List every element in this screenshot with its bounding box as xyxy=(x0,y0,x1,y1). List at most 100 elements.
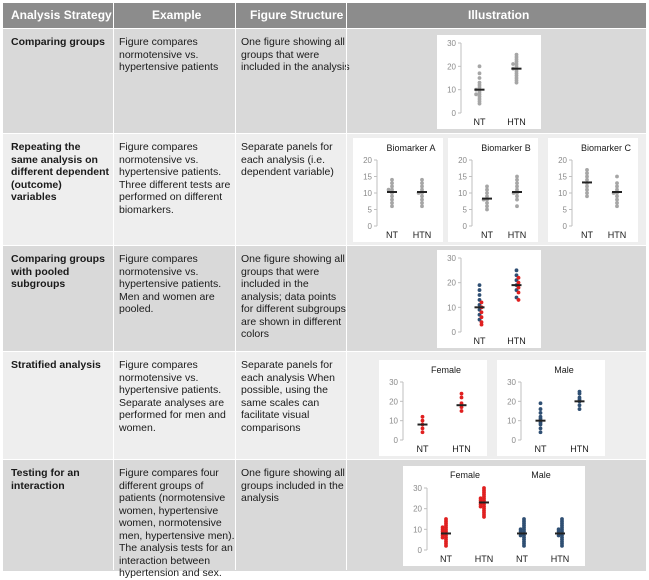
data-point xyxy=(514,268,519,273)
y-tick-label: 20 xyxy=(558,156,567,165)
y-tick-label: 5 xyxy=(368,206,373,215)
x-category-label: HTN xyxy=(413,230,432,240)
data-point xyxy=(390,177,394,182)
data-point xyxy=(615,201,619,205)
y-tick-label: 0 xyxy=(512,436,517,445)
data-point xyxy=(516,275,521,280)
y-tick-label: 20 xyxy=(447,62,456,71)
y-tick-label: 0 xyxy=(394,436,399,445)
y-tick-label: 10 xyxy=(447,303,456,312)
y-tick-label: 10 xyxy=(363,189,372,198)
y-tick-label: 30 xyxy=(447,39,456,48)
data-point xyxy=(585,187,589,192)
chart-subtitle: Female xyxy=(450,470,480,480)
data-point xyxy=(420,201,424,205)
column-divider xyxy=(346,3,347,570)
x-category-label: NT xyxy=(535,444,547,454)
data-point xyxy=(459,391,464,396)
data-point xyxy=(515,204,519,209)
y-tick-label: 10 xyxy=(558,189,567,198)
x-category-label: NT xyxy=(417,444,429,454)
y-tick-label: 20 xyxy=(389,397,398,406)
y-tick-label: 5 xyxy=(563,206,568,215)
data-point xyxy=(420,197,424,202)
chart-panel: 0 10 20 30 NT HTN xyxy=(437,250,541,348)
x-category-label: HTN xyxy=(608,230,627,240)
data-point xyxy=(516,290,521,295)
data-point xyxy=(577,407,582,411)
data-point xyxy=(538,401,543,406)
data-point xyxy=(577,389,582,394)
data-point xyxy=(585,171,589,176)
data-point xyxy=(556,527,561,532)
chart-panel: 0 5 10 15 20 NT HTN Biomarker B xyxy=(448,138,538,242)
chart-panel: 0 5 10 15 20 NT HTN Biomarker A xyxy=(353,138,443,242)
x-category-label: NT xyxy=(516,554,528,564)
data-point xyxy=(585,191,589,195)
data-point xyxy=(485,207,489,212)
data-point xyxy=(477,80,482,85)
x-category-label: NT xyxy=(386,230,398,240)
y-tick-label: 30 xyxy=(413,484,422,493)
data-point xyxy=(585,168,589,172)
data-point xyxy=(485,194,489,199)
data-point xyxy=(420,177,424,182)
data-point xyxy=(538,411,543,415)
strategy-cell: Testing for an interaction xyxy=(11,467,80,492)
table-row: Comparing groups Figure compares normote… xyxy=(3,28,646,134)
column-divider xyxy=(235,3,236,570)
chart-title: Female xyxy=(431,365,461,375)
structure-cell: One figure showing all groups included i… xyxy=(241,467,345,504)
x-category-label: NT xyxy=(474,117,486,127)
table-row: Testing for an interaction Figure compar… xyxy=(3,459,646,579)
header-example: Example xyxy=(152,8,202,22)
data-point xyxy=(479,310,484,315)
chart-panel: 0 10 20 30 NT HTN Female xyxy=(379,360,487,456)
data-point xyxy=(515,194,519,199)
data-point xyxy=(479,315,484,320)
table-row: Stratified analysis Figure compares norm… xyxy=(3,351,646,460)
data-point xyxy=(577,403,582,408)
chart-panel: 0 10 20 30 NT HTN Male xyxy=(497,360,605,456)
chart-panel: 0 5 10 15 20 NT HTN Biomarker C xyxy=(548,138,638,242)
data-point xyxy=(477,64,482,69)
y-tick-label: 15 xyxy=(363,173,372,182)
y-tick-label: 10 xyxy=(447,86,456,95)
chart-title: Biomarker B xyxy=(481,143,531,153)
data-point xyxy=(420,181,424,185)
data-point xyxy=(538,414,543,419)
x-category-label: HTN xyxy=(508,230,527,240)
data-point xyxy=(516,298,521,302)
scatter-chart: 0 10 20 30 NT HTN xyxy=(447,39,526,127)
y-tick-label: 15 xyxy=(558,173,567,182)
x-category-label: HTN xyxy=(507,117,526,127)
data-point xyxy=(516,280,521,285)
data-point xyxy=(515,187,519,192)
y-tick-label: 10 xyxy=(413,525,422,534)
y-tick-label: 20 xyxy=(363,156,372,165)
data-point xyxy=(485,184,489,189)
data-point xyxy=(459,409,464,413)
scatter-chart: 0 5 10 15 20 NT HTN Biomarker A xyxy=(363,143,435,240)
example-cell: Figure compares four different groups of… xyxy=(119,467,235,579)
data-point xyxy=(482,486,486,490)
y-tick-label: 0 xyxy=(368,222,373,231)
data-point xyxy=(515,177,519,182)
data-point xyxy=(477,71,482,76)
data-point xyxy=(485,201,489,205)
data-point xyxy=(444,517,448,521)
header-figure-structure: Figure Structure xyxy=(250,8,344,22)
data-point xyxy=(615,181,619,185)
y-tick-label: 0 xyxy=(563,222,568,231)
example-cell: Figure compares normotensive vs. hyperte… xyxy=(119,253,222,315)
data-point xyxy=(485,191,489,195)
scatter-chart: 0 10 20 30 NT HTN Male xyxy=(507,365,589,454)
data-point xyxy=(479,300,484,305)
data-point xyxy=(615,204,619,209)
structure-cell: Separate panels for each analysis When p… xyxy=(241,359,335,434)
example-cell: Figure compares normotensive vs. hyperte… xyxy=(119,141,231,216)
y-tick-label: 30 xyxy=(389,378,398,387)
data-point xyxy=(615,194,619,199)
data-point xyxy=(585,194,589,199)
data-point xyxy=(522,517,526,521)
